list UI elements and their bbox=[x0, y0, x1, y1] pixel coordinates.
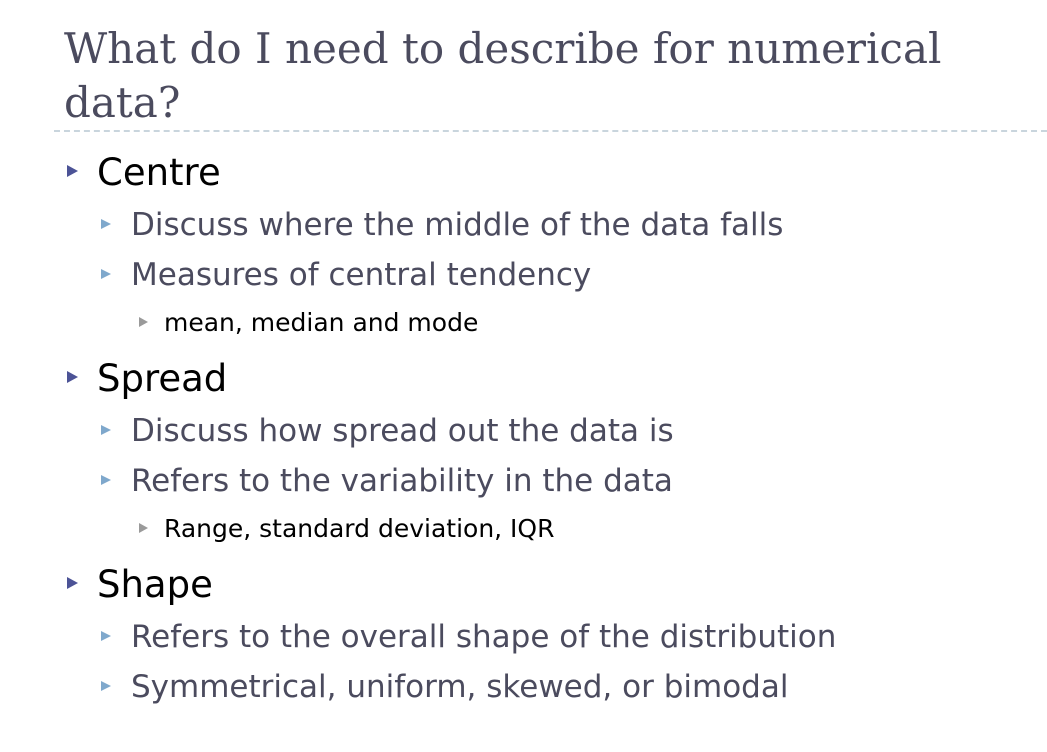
triangle-right-icon bbox=[101, 219, 111, 229]
bullet-text: mean, median and mode bbox=[164, 308, 479, 337]
sub-bullet: Refers to the variability in the data bbox=[0, 456, 1047, 506]
bullet-text: Spread bbox=[97, 357, 228, 400]
sub-sub-bullet: mean, median and mode bbox=[0, 300, 1047, 346]
bullet-spread: Spread bbox=[0, 352, 1047, 406]
sub-bullet: Discuss where the middle of the data fal… bbox=[0, 200, 1047, 250]
bullet-text: Discuss how spread out the data is bbox=[131, 413, 674, 449]
bullet-text: Centre bbox=[97, 151, 221, 194]
triangle-right-icon bbox=[101, 425, 111, 435]
triangle-right-icon bbox=[139, 317, 148, 327]
triangle-right-icon bbox=[139, 523, 148, 533]
slide-title: What do I need to describe for numerical… bbox=[64, 24, 942, 127]
bullet-shape: Shape bbox=[0, 558, 1047, 612]
bullet-text: Symmetrical, uniform, skewed, or bimodal bbox=[131, 669, 789, 705]
triangle-right-icon bbox=[101, 475, 111, 485]
bullet-text: Shape bbox=[97, 563, 213, 606]
triangle-right-icon bbox=[101, 681, 111, 691]
sub-bullet: Refers to the overall shape of the distr… bbox=[0, 612, 1047, 662]
sub-sub-bullet: Range, standard deviation, IQR bbox=[0, 506, 1047, 552]
bullet-centre: Centre bbox=[0, 146, 1047, 200]
triangle-right-icon bbox=[67, 165, 78, 177]
triangle-right-icon bbox=[67, 577, 78, 589]
bullet-text: Range, standard deviation, IQR bbox=[164, 514, 555, 543]
sub-bullet: Symmetrical, uniform, skewed, or bimodal bbox=[0, 662, 1047, 712]
triangle-right-icon bbox=[101, 269, 111, 279]
sub-bullet: Measures of central tendency bbox=[0, 250, 1047, 300]
sub-bullet: Discuss how spread out the data is bbox=[0, 406, 1047, 456]
triangle-right-icon bbox=[67, 371, 78, 383]
bullet-list: Centre Discuss where the middle of the d… bbox=[0, 146, 1047, 712]
title-divider bbox=[54, 130, 1047, 132]
triangle-right-icon bbox=[101, 631, 111, 641]
bullet-text: Refers to the overall shape of the distr… bbox=[131, 619, 837, 655]
bullet-text: Refers to the variability in the data bbox=[131, 463, 673, 499]
bullet-text: Measures of central tendency bbox=[131, 257, 592, 293]
bullet-text: Discuss where the middle of the data fal… bbox=[131, 207, 784, 243]
